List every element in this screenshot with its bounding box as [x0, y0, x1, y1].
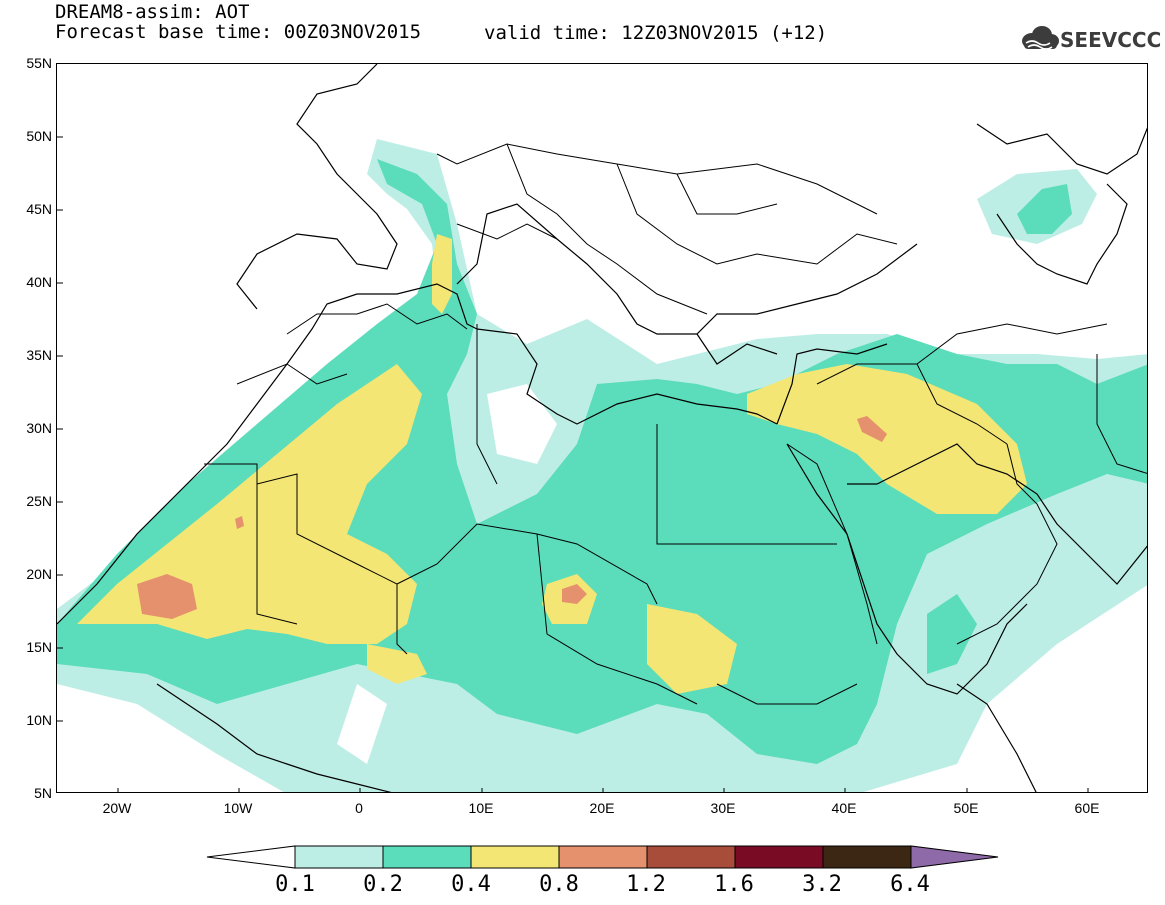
lat-label-15n: 15N: [26, 639, 52, 655]
lat-label-45n: 45N: [26, 201, 52, 217]
colorbar-label: 1.6: [714, 872, 754, 897]
lat-label-10n: 10N: [26, 712, 52, 728]
colorbar-cell: [646, 845, 736, 869]
colorbar-cell: [822, 845, 912, 869]
lon-label-30e: 30E: [710, 800, 736, 816]
lon-label-20w: 20W: [102, 800, 132, 816]
lat-label-40n: 40N: [26, 274, 52, 290]
colorbar-label: 0.4: [451, 872, 491, 897]
lon-label-10e: 10E: [468, 800, 494, 816]
colorbar-low-arrow: [206, 845, 296, 869]
colorbar-cell: [382, 845, 472, 869]
colorbar-cell: [558, 845, 648, 869]
lat-label-55n: 55N: [26, 55, 52, 71]
country-borders: [204, 143, 1147, 705]
aot-field-map: [57, 64, 1147, 792]
lon-label-60e: 60E: [1074, 800, 1100, 816]
lon-label-10w: 10W: [223, 800, 253, 816]
seevccc-logo: SEEVCCC: [1060, 28, 1162, 52]
lon-label-40e: 40E: [831, 800, 857, 816]
coastlines: [57, 64, 1147, 792]
lat-label-30n: 30N: [26, 420, 52, 436]
lat-label-50n: 50N: [26, 128, 52, 144]
colorbar-label: 0.1: [275, 872, 315, 897]
colorbar-cell: [470, 845, 560, 869]
colorbar-label: 0.8: [539, 872, 579, 897]
colorbar-label: 6.4: [890, 872, 930, 897]
lon-label-0: 0: [355, 800, 363, 816]
colorbar: [206, 845, 999, 869]
lat-label-35n: 35N: [26, 347, 52, 363]
colorbar-label: 0.2: [363, 872, 403, 897]
colorbar-label: 3.2: [802, 872, 842, 897]
valid-time: valid time: 12Z03NOV2015 (+12): [484, 22, 828, 44]
cloud-icon: [1022, 26, 1059, 50]
colorbar-cell: [734, 845, 824, 869]
aot-map: [56, 63, 1148, 793]
graticule-ticks: [57, 136, 1089, 792]
lon-label-20e: 20E: [589, 800, 615, 816]
map-title: DREAM8-assim: AOT: [55, 1, 250, 23]
lon-label-50e: 50E: [953, 800, 979, 816]
colorbar-high-arrow: [910, 845, 999, 869]
forecast-base-time: Forecast base time: 00Z03NOV2015: [55, 21, 422, 43]
lat-label-20n: 20N: [26, 566, 52, 582]
aot-contour-0-4: [77, 234, 1027, 694]
lat-label-25n: 25N: [26, 493, 52, 509]
aot-contour-0-8: [137, 416, 887, 619]
colorbar-label: 1.2: [626, 872, 666, 897]
colorbar-cell: [294, 845, 384, 869]
lat-label-5n: 5N: [34, 785, 52, 801]
